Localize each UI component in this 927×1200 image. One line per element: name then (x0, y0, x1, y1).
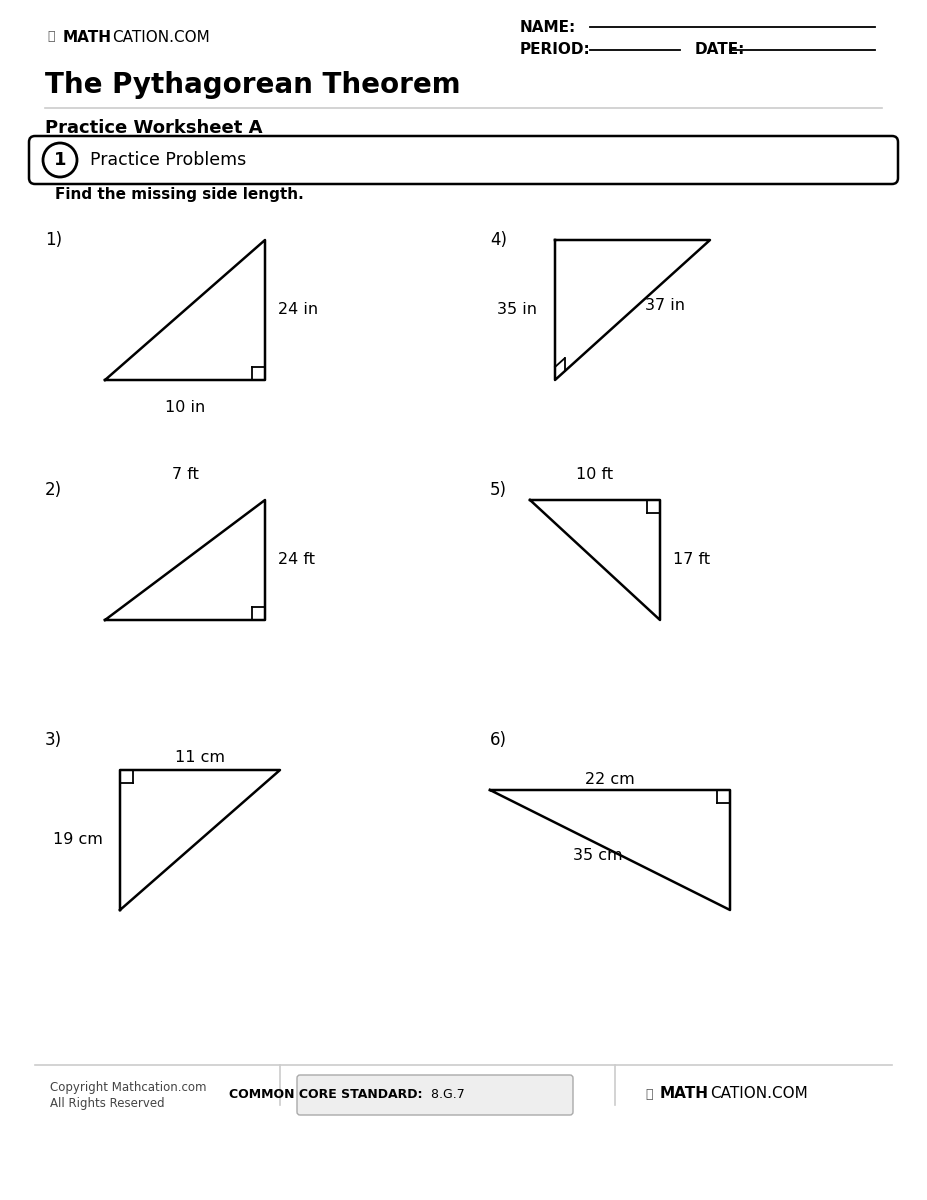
Text: 22 cm: 22 cm (585, 772, 635, 787)
Text: MATH: MATH (660, 1086, 709, 1102)
Text: 🔍: 🔍 (645, 1087, 653, 1100)
Text: 35 cm: 35 cm (573, 848, 623, 863)
Text: 37 in: 37 in (645, 298, 685, 312)
Circle shape (43, 143, 77, 176)
Text: 4): 4) (490, 230, 507, 248)
Text: Copyright Mathcation.com: Copyright Mathcation.com (50, 1080, 207, 1093)
Text: 24 in: 24 in (278, 302, 318, 318)
Text: 2): 2) (45, 481, 62, 499)
Text: 1): 1) (45, 230, 62, 248)
Text: 1: 1 (54, 151, 66, 169)
FancyBboxPatch shape (297, 1075, 573, 1115)
Text: NAME:: NAME: (520, 19, 577, 35)
Text: 6): 6) (490, 731, 507, 749)
Text: MATH: MATH (63, 30, 112, 44)
Text: 17 ft: 17 ft (673, 552, 710, 568)
FancyBboxPatch shape (29, 136, 898, 184)
Text: 11 cm: 11 cm (175, 750, 225, 766)
Text: COMMON CORE STANDARD:: COMMON CORE STANDARD: (230, 1088, 423, 1102)
Text: CATION.COM: CATION.COM (112, 30, 210, 44)
Text: 35 in: 35 in (497, 302, 537, 318)
Text: 7 ft: 7 ft (171, 467, 198, 482)
Text: CATION.COM: CATION.COM (710, 1086, 807, 1102)
Text: DATE:: DATE: (695, 42, 745, 58)
Text: Practice Problems: Practice Problems (90, 151, 247, 169)
Text: 10 in: 10 in (165, 400, 205, 415)
Text: 10 ft: 10 ft (577, 467, 614, 482)
Text: 8.G.7: 8.G.7 (427, 1088, 464, 1102)
Text: PERIOD:: PERIOD: (520, 42, 590, 58)
Text: 5): 5) (490, 481, 507, 499)
Text: All Rights Reserved: All Rights Reserved (50, 1097, 165, 1110)
Text: Find the missing side length.: Find the missing side length. (55, 187, 304, 203)
Text: Practice Worksheet A: Practice Worksheet A (45, 119, 262, 137)
Text: 🔍: 🔍 (47, 30, 55, 43)
Text: 3): 3) (45, 731, 62, 749)
Text: 24 ft: 24 ft (278, 552, 315, 568)
Text: The Pythagorean Theorem: The Pythagorean Theorem (45, 71, 461, 98)
Text: 19 cm: 19 cm (53, 833, 103, 847)
